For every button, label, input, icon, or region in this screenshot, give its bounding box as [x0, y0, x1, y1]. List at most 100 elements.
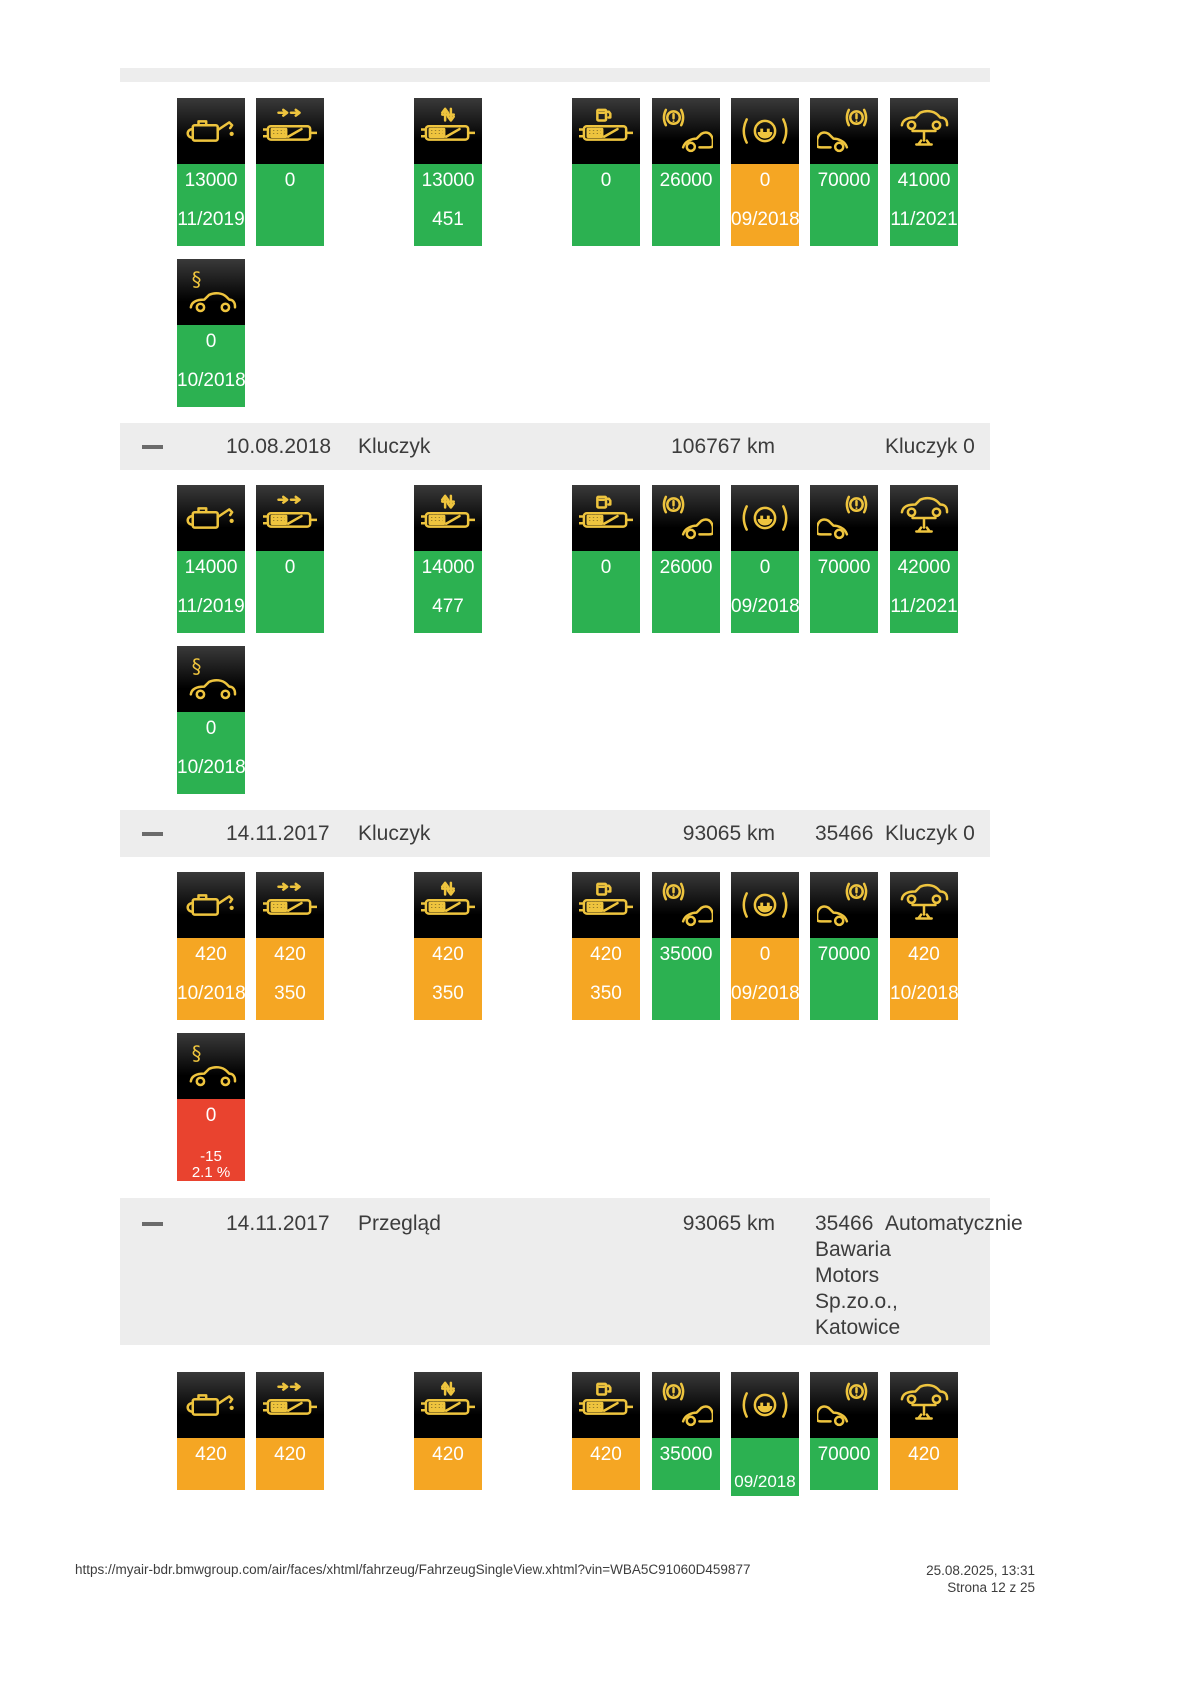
cbs-tile-rear-brakes: 70000: [810, 98, 878, 246]
history-row-header[interactable]: 10.08.2018 Kluczyk 106767 km Kluczyk 0: [120, 423, 990, 470]
diesel-particulate-filter-icon: [256, 1372, 324, 1438]
tile-status-orange: 420: [572, 1438, 640, 1490]
cbs-tile-vehicle-check: 420 10/2018: [890, 872, 959, 1020]
tile-date: 10/2018: [890, 983, 959, 1004]
history-row-header[interactable]: 14.11.2017 Kluczyk 93065 km 35466 Kluczyk 0: [120, 810, 990, 857]
cbs-tile-engine-oil: 14000 11/2019: [177, 485, 245, 633]
previous-row-strip: [120, 68, 990, 82]
tile-value: 35000: [659, 1444, 713, 1465]
front-brakes-icon: [652, 485, 720, 551]
cbs-tile-statutory-inspection: § 0 10/2018: [177, 259, 246, 407]
diesel-particulate-filter-icon: [256, 98, 324, 164]
tile-status-green: 35000: [652, 1438, 720, 1490]
cbs-tile-vehicle-check: 41000 11/2021: [890, 98, 958, 246]
vehicle-check-icon: [890, 485, 958, 551]
tile-status-green: 35000: [652, 938, 720, 1020]
tile-status-green: 0: [256, 551, 324, 633]
tile-status-red: 0 -15 2.1 %: [177, 1099, 245, 1181]
tile-value: 420: [274, 944, 306, 965]
brake-fluid-icon: [731, 98, 799, 164]
cbs-tile-brake-fluid: 0 09/2018: [731, 98, 800, 246]
cbs-tile-diesel-particulate-filter: 0: [256, 485, 324, 633]
svg-text:§: §: [192, 655, 202, 678]
tile-status-green: 26000: [652, 551, 720, 633]
front-brakes-icon: [652, 1372, 720, 1438]
tile-value: 0: [759, 944, 771, 965]
tile-value: 0: [205, 718, 217, 739]
cbs-tile-front-brakes: 26000: [652, 485, 720, 633]
tile-status-orange: 420: [890, 1438, 958, 1490]
tile-value: 14000: [421, 557, 475, 578]
tile-status-orange: 0 09/2018: [731, 938, 800, 1020]
tile-value: 13000: [184, 170, 238, 191]
tile-value: 420: [195, 1444, 227, 1465]
tile-status-green: 14000 11/2019: [177, 551, 245, 633]
tile-date: 11/2019: [177, 209, 245, 230]
tile-status-orange: 420: [256, 1438, 324, 1490]
row-source: Automatycznie: [885, 1212, 1023, 1235]
tile-value: 420: [432, 944, 464, 965]
cbs-tile-rear-brakes: 70000: [810, 485, 878, 633]
cbs-tile-vehicle-check: 420: [890, 1372, 958, 1490]
tile-value: 0: [600, 170, 612, 191]
tile-date: 477: [432, 596, 464, 617]
rear-brakes-icon: [810, 1372, 878, 1438]
microfilter-icon: [414, 872, 482, 938]
row-date: 14.11.2017: [226, 822, 330, 845]
tile-date: 09/2018: [734, 1472, 796, 1491]
fuel-filter-icon: [572, 872, 640, 938]
cbs-tile-front-brakes: 26000: [652, 98, 720, 246]
tile-date: 09/2018: [731, 596, 800, 617]
tile-value: 26000: [659, 170, 713, 191]
tile-value: 70000: [817, 944, 871, 965]
tile-date: 10/2018: [177, 983, 246, 1004]
cbs-tile-fuel-filter: 420: [572, 1372, 640, 1490]
tile-status-green: 42000 11/2021: [890, 551, 958, 633]
svg-text:§: §: [192, 1042, 202, 1065]
collapse-icon[interactable]: [142, 1222, 163, 1226]
row-dealer-line: Sp.zo.o.,: [815, 1290, 898, 1313]
cbs-tile-fuel-filter: 0: [572, 98, 640, 246]
tile-status-green: 0 10/2018: [177, 325, 246, 407]
cbs-tile-engine-oil: 420 10/2018: [177, 872, 246, 1020]
tile-value: 420: [432, 1444, 464, 1465]
fuel-filter-icon: [572, 485, 640, 551]
tile-status-orange: 420: [177, 1438, 245, 1490]
row-mileage: 106767 km: [671, 435, 775, 458]
statutory-inspection-icon: §: [177, 259, 245, 325]
svg-text:§: §: [192, 268, 202, 291]
tile-status-green: 0: [256, 164, 324, 246]
tile-date: 11/2019: [177, 596, 245, 617]
tile-date: -15: [200, 1148, 222, 1165]
tile-status-orange: 420 10/2018: [890, 938, 959, 1020]
statutory-inspection-icon: §: [177, 646, 245, 712]
tile-value: 420: [590, 944, 622, 965]
tile-status-green: 0: [572, 164, 640, 246]
tile-date: 11/2021: [890, 596, 958, 617]
vehicle-check-icon: [890, 1372, 958, 1438]
tile-value: 0: [759, 170, 771, 191]
history-row-header[interactable]: 14.11.2017 Przegląd 93065 km 35466 Automatyc…: [120, 1198, 1023, 1345]
tile-value: 0: [205, 331, 217, 352]
row-mileage: 93065 km: [682, 1212, 775, 1235]
collapse-icon[interactable]: [142, 832, 163, 836]
tile-value: 14000: [184, 557, 238, 578]
brake-fluid-icon: [731, 1372, 799, 1438]
cbs-tile-microfilter: 420: [414, 1372, 482, 1490]
cbs-tile-statutory-inspection: § 0 10/2018: [177, 646, 246, 794]
cbs-tile-rear-brakes: 70000: [810, 872, 878, 1020]
row-date: 10.08.2018: [226, 435, 332, 458]
collapse-icon[interactable]: [142, 445, 163, 449]
fuel-filter-icon: [572, 98, 640, 164]
engine-oil-icon: [177, 872, 245, 938]
tile-value: 70000: [817, 170, 871, 191]
tile-status-orange: 420 350: [256, 938, 324, 1020]
tile-value: 13000: [421, 170, 475, 191]
tile-status-green: 13000 451: [414, 164, 482, 246]
cbs-tile-vehicle-check: 42000 11/2021: [890, 485, 958, 633]
footer-page-number: Strona 12 z 25: [947, 1580, 1035, 1595]
footer-url: https://myair-bdr.bmwgroup.com/air/faces…: [75, 1562, 751, 1577]
row-type: Kluczyk: [358, 435, 431, 458]
microfilter-icon: [414, 485, 482, 551]
